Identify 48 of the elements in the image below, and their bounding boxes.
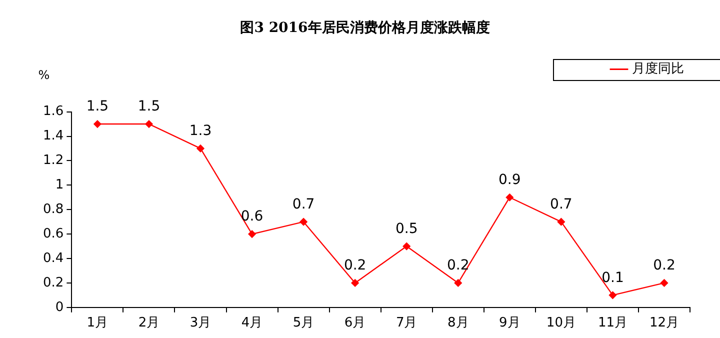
point — [248, 230, 256, 238]
x-tick-label: 1月 — [86, 316, 108, 331]
data-label: 1.5 — [138, 98, 160, 115]
y-tick-label: 1.4 — [42, 128, 64, 144]
legend-label: 月度同比 — [632, 60, 684, 77]
x-tick-label: 5月 — [292, 316, 314, 331]
data-label: 0.5 — [395, 220, 418, 237]
y-tick-label: 0.6 — [42, 226, 64, 242]
point — [660, 279, 668, 287]
data-label: 0.1 — [602, 270, 624, 286]
y-tick-label: 0.2 — [42, 275, 64, 290]
x-tick-label: 10月 — [546, 316, 576, 331]
point — [402, 242, 410, 250]
data-label: 0.2 — [446, 258, 470, 274]
y-tick-label: 0.4 — [42, 250, 64, 266]
point — [608, 291, 617, 299]
data-label: 0.9 — [498, 172, 521, 188]
x-tick-label: 6月 — [344, 316, 366, 331]
data-label: 0.2 — [653, 258, 676, 274]
data-label: 0.7 — [550, 196, 572, 212]
x-tick-label: 7月 — [396, 316, 418, 331]
data-label: 0.6 — [240, 208, 264, 225]
x-tick-label: 12月 — [649, 316, 680, 331]
point — [94, 120, 102, 128]
y-tick-label: 0 — [55, 300, 64, 315]
x-tick-label: 4月 — [241, 316, 263, 331]
point — [454, 279, 462, 287]
data-label: 0.7 — [292, 196, 315, 212]
x-tick-label: 9月 — [499, 316, 520, 331]
x-tick-label: 8月 — [447, 316, 469, 331]
y-tick-label: 1 — [55, 178, 64, 193]
point — [557, 218, 565, 226]
point — [506, 194, 514, 202]
x-tick-label: 3月 — [190, 316, 212, 331]
data-label: 1.3 — [189, 123, 212, 140]
data-label: 0.2 — [344, 258, 366, 274]
chart-title: 图3 2016年居民消费价格月度涨跌幅度 — [240, 19, 490, 36]
point — [145, 120, 153, 128]
x-tick-label: 11月 — [598, 316, 628, 331]
y-tick-label: 1.6 — [42, 104, 64, 120]
y-tick-label: 1.2 — [42, 153, 64, 168]
point — [351, 279, 359, 287]
point — [196, 144, 204, 152]
data-label: 1.5 — [86, 98, 109, 115]
y-tick-label: 0.8 — [42, 202, 64, 217]
point — [300, 218, 308, 226]
y-axis-title: % — [38, 68, 50, 82]
x-tick-label: 2月 — [138, 316, 160, 331]
